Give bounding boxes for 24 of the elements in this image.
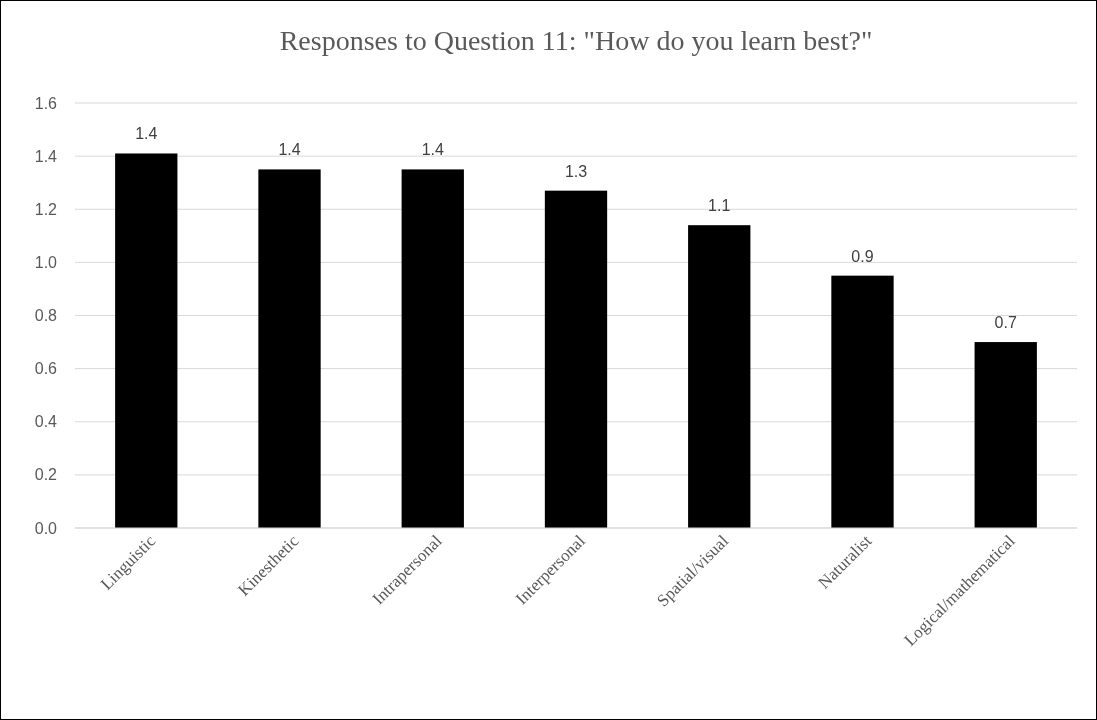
bar	[831, 275, 894, 528]
y-tick-label: 0.8	[34, 307, 58, 325]
data-label: 0.9	[851, 247, 874, 265]
y-tick-label: 1.2	[34, 200, 58, 218]
data-label: 1.4	[421, 141, 444, 159]
bar	[688, 225, 751, 528]
y-tick-label: 1.0	[34, 253, 58, 271]
data-label: 0.7	[994, 314, 1017, 332]
bar	[544, 190, 608, 528]
bar	[258, 169, 321, 528]
y-tick-label: 0.6	[34, 360, 58, 378]
y-tick-label: 0.0	[34, 519, 58, 537]
chart-title: Responses to Question 11: "How do you learn best?"	[279, 25, 873, 56]
y-tick-label: 0.4	[34, 413, 58, 431]
bar	[115, 153, 178, 528]
bar	[401, 169, 464, 528]
data-label: 1.1	[708, 197, 731, 215]
bar	[974, 342, 1037, 528]
data-label: 1.4	[278, 141, 301, 159]
y-tick-label: 0.2	[34, 466, 58, 484]
y-tick-label: 1.6	[34, 94, 58, 112]
data-label: 1.3	[564, 162, 588, 180]
data-label: 1.4	[135, 125, 158, 143]
y-tick-label: 1.4	[34, 147, 58, 165]
